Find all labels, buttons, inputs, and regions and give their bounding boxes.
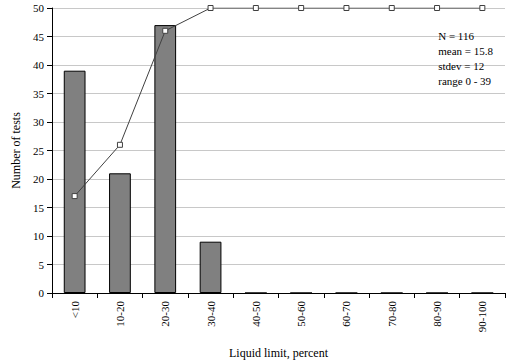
svg-text:mean = 15.8: mean = 15.8 <box>438 45 493 57</box>
svg-text:90-100: 90-100 <box>476 301 488 333</box>
svg-text:stdev = 12: stdev = 12 <box>438 60 484 72</box>
svg-text:25: 25 <box>33 145 45 157</box>
svg-text:60-70: 60-70 <box>340 301 352 327</box>
svg-text:10-20: 10-20 <box>114 301 126 327</box>
svg-text:30-40: 30-40 <box>205 301 217 327</box>
svg-text:range 0 - 39: range 0 - 39 <box>438 75 491 87</box>
svg-text:Number of tests: Number of tests <box>9 112 23 189</box>
svg-text:50-60: 50-60 <box>295 301 307 327</box>
svg-text:20: 20 <box>33 173 45 185</box>
svg-text:N = 116: N = 116 <box>438 30 474 42</box>
svg-text:5: 5 <box>39 259 45 271</box>
svg-text:10: 10 <box>33 230 45 242</box>
svg-text:<10: <10 <box>69 301 81 319</box>
svg-text:40-50: 40-50 <box>250 301 262 327</box>
svg-text:70-80: 70-80 <box>386 301 398 327</box>
svg-text:50: 50 <box>33 2 45 14</box>
svg-text:45: 45 <box>33 31 45 43</box>
svg-text:20-30: 20-30 <box>159 301 171 327</box>
svg-text:30: 30 <box>33 116 45 128</box>
svg-text:15: 15 <box>33 202 45 214</box>
svg-text:0: 0 <box>39 287 45 299</box>
svg-text:35: 35 <box>33 88 45 100</box>
svg-text:80-90: 80-90 <box>431 301 443 327</box>
svg-text:Liquid limit, percent: Liquid limit, percent <box>229 346 329 360</box>
svg-text:40: 40 <box>33 59 45 71</box>
